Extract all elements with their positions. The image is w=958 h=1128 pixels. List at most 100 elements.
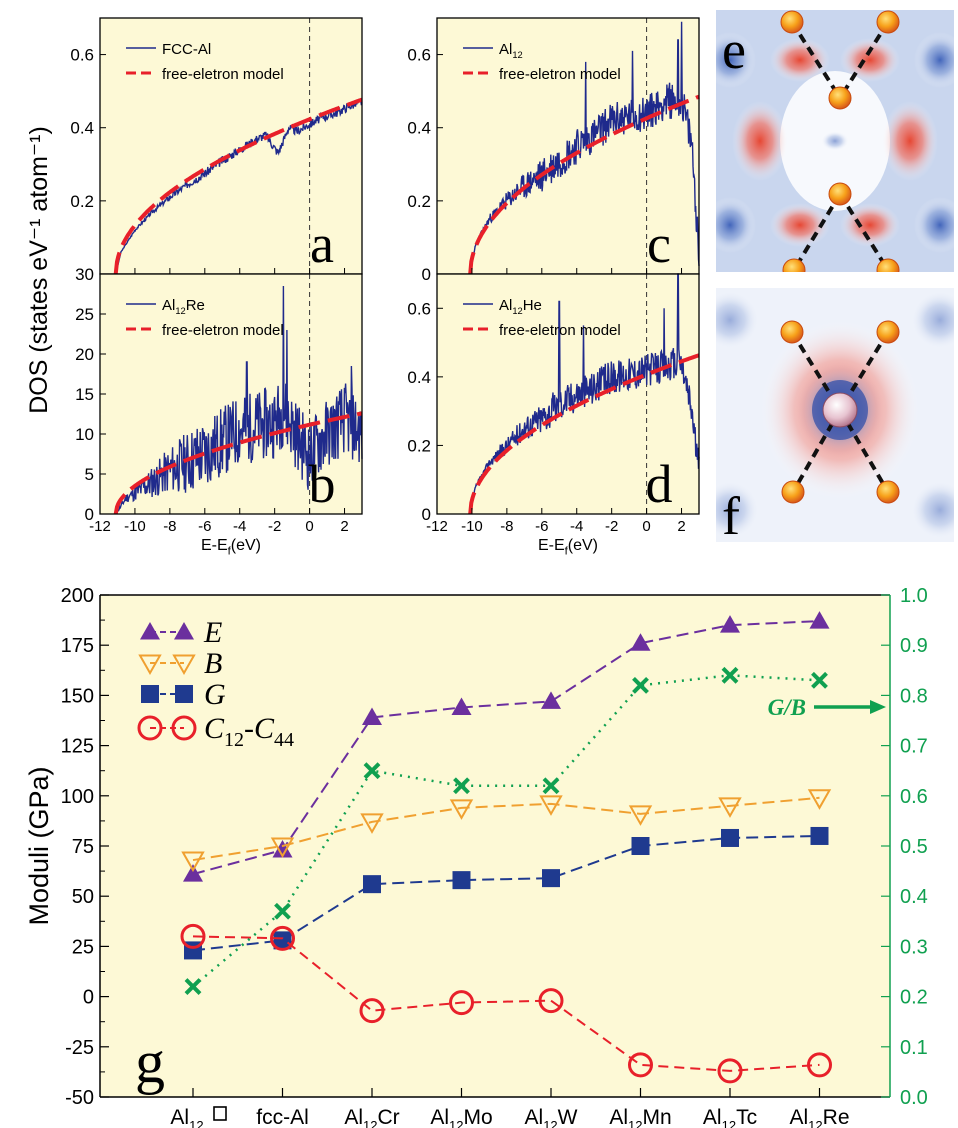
square-marker xyxy=(363,875,381,894)
y2-tick-label: 0.1 xyxy=(900,1037,928,1059)
x-tick-label: Al12Mn xyxy=(609,1106,671,1128)
x-tick-label: -4 xyxy=(233,518,246,535)
y-tick-label: 0 xyxy=(422,505,431,524)
y-tick-label: -25 xyxy=(65,1037,94,1059)
y-tick-label: 0.2 xyxy=(70,192,94,211)
panel-label-d: d xyxy=(646,454,673,514)
circle-marker xyxy=(137,715,163,741)
atom-icon xyxy=(876,320,900,344)
legend-label-model: free-eletron model xyxy=(499,66,621,83)
circle-marker xyxy=(270,925,295,951)
y-tick-label: 15 xyxy=(75,385,94,404)
triangle-marker xyxy=(541,691,561,709)
dos-panel-a: 0.2 0.4 0.6 FCC-Al free-eletron model a xyxy=(70,17,363,275)
x-marker xyxy=(453,777,470,795)
y-axis-label: Moduli (GPa) xyxy=(24,766,54,925)
inverted-triangle-marker xyxy=(718,797,742,818)
legend-label: B xyxy=(204,647,222,680)
x-tick-label: -2 xyxy=(268,518,281,535)
y-tick-label: 0.4 xyxy=(70,119,94,138)
y2-tick-label: 0.9 xyxy=(900,635,928,657)
legend-label-dos: Al12 xyxy=(499,41,523,60)
x-tick-label: Al12 xyxy=(170,1106,203,1128)
inverted-triangle-marker xyxy=(539,795,563,816)
x-marker xyxy=(363,762,381,780)
circle-marker xyxy=(449,990,474,1016)
x-tick-label: Al12Cr xyxy=(344,1106,399,1128)
y2-tick-label: 0.6 xyxy=(900,786,928,808)
x-tick-label: 2 xyxy=(340,518,348,535)
y-tick-label: 75 xyxy=(72,836,94,858)
dos-panel-c: 0 0.2 0.4 0.6 Al12 free-eletron model c xyxy=(407,17,700,284)
y-tick-label: 30 xyxy=(75,265,94,284)
legend-label-dos: FCC-Al xyxy=(162,41,211,58)
triangle-marker xyxy=(140,622,160,640)
series-line xyxy=(192,834,820,952)
panel-label-c: c xyxy=(647,214,671,274)
square-marker xyxy=(175,685,193,703)
atom-icon xyxy=(828,86,852,110)
free-electron-model-line xyxy=(113,97,363,275)
atom-icon xyxy=(780,10,804,34)
series-line xyxy=(192,620,820,876)
plot-area xyxy=(100,595,890,1097)
dos-line xyxy=(469,273,700,515)
x-tick-label: Al12Mo xyxy=(430,1106,492,1128)
square-marker xyxy=(141,685,159,703)
y2-tick-label: 1.0 xyxy=(900,585,928,607)
atom-icon xyxy=(780,320,804,344)
inverted-triangle-marker xyxy=(270,837,295,859)
y-tick-label: 0.4 xyxy=(407,119,431,138)
panel-label-f: f xyxy=(722,486,740,546)
atom-icon xyxy=(876,480,900,504)
square-marker xyxy=(542,869,560,888)
y2-tick-label: 0.5 xyxy=(900,836,928,858)
moduli-chart: -50 -25 0 25 50 75 100 125 150 175 200 0.0 0.1 0.2 0.3… xyxy=(24,585,958,1128)
y-tick-label: 200 xyxy=(61,585,94,607)
x-tick-label: Al12W xyxy=(525,1106,578,1128)
arrow-right-icon xyxy=(870,700,886,714)
y-tick-label: 50 xyxy=(72,886,94,908)
series-C xyxy=(180,923,832,1084)
y-tick-label: 0.2 xyxy=(407,192,431,211)
circle-marker xyxy=(807,1052,832,1078)
panel-label-g: g xyxy=(135,1029,165,1095)
triangle-marker xyxy=(630,633,651,651)
x-marker xyxy=(274,902,291,920)
x-axis-label: E-Ef(eV) xyxy=(201,537,261,557)
x-tick-label: fcc-Al xyxy=(256,1106,309,1128)
dos-panels: 0.2 0.4 0.6 FCC-Al free-eletron model a 0 5 10 15… xyxy=(25,17,700,557)
legend-label-model: free-eletron model xyxy=(162,66,284,83)
x-marker xyxy=(811,671,828,689)
y-tick-label: 0 xyxy=(422,265,431,284)
y-tick-label: 0 xyxy=(85,505,94,524)
y-tick-label: 20 xyxy=(75,345,94,364)
y-tick-label: 25 xyxy=(75,305,94,324)
x-tick-label: -10 xyxy=(124,518,146,535)
x-axis-label: E-Ef(eV) xyxy=(538,537,598,557)
plot-frame xyxy=(436,273,700,515)
triangle-marker xyxy=(174,622,194,640)
y-tick-label: 0 xyxy=(83,987,94,1009)
inverted-triangle-marker xyxy=(360,813,384,834)
inverted-triangle-marker xyxy=(807,789,832,810)
dos-line xyxy=(115,285,363,515)
series-line xyxy=(192,935,820,1072)
legend-label: E xyxy=(203,616,222,649)
y2-tick-label: 0.0 xyxy=(900,1087,928,1109)
x-marker xyxy=(184,978,202,995)
y-tick-label: 10 xyxy=(75,425,94,444)
circle-marker xyxy=(359,998,385,1024)
y2-tick-label: 0.8 xyxy=(900,685,928,707)
legend-label-dos: Al12He xyxy=(499,297,542,316)
y-tick-label: 175 xyxy=(61,635,94,657)
x-marker xyxy=(721,666,739,684)
x-marker xyxy=(542,777,560,795)
x-marker xyxy=(632,676,649,694)
triangle-marker xyxy=(451,697,472,715)
y2-tick-label: 0.4 xyxy=(900,886,928,908)
x-tick-label: -6 xyxy=(535,518,548,535)
center-atom-icon xyxy=(822,392,858,428)
circle-marker xyxy=(628,1052,653,1078)
inverted-triangle-marker xyxy=(628,805,653,826)
